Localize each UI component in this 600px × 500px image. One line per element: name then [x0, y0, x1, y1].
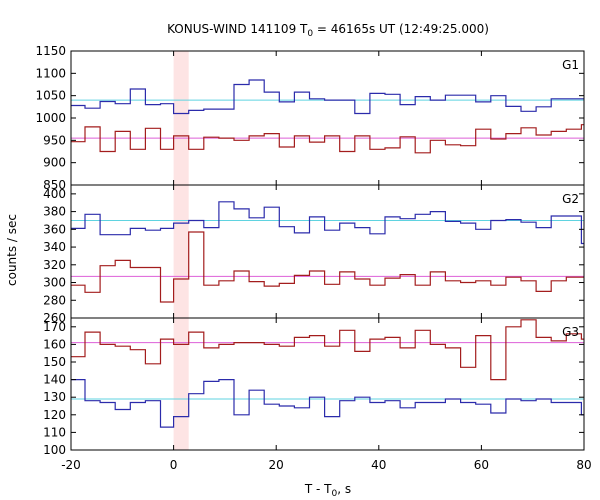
x-tick-label: 80: [576, 458, 591, 472]
y-tick-label: 300: [43, 276, 66, 290]
series-line-g3-0: [71, 319, 584, 381]
x-tick-label: 20: [269, 458, 284, 472]
x-tick-label: 0: [170, 458, 178, 472]
panel-frame-g1: [70, 50, 585, 186]
y-tick-label: 280: [43, 293, 66, 307]
x-tick-label: -20: [61, 458, 81, 472]
y-tick-label: 260: [43, 311, 66, 325]
panel-frame-g3: [70, 317, 585, 451]
y-tick-label: 320: [43, 258, 66, 272]
y-axis-label: counts / sec: [5, 214, 19, 286]
chart-title: KONUS-WIND 141109 T0 = 46165s UT (12:49:…: [167, 22, 489, 39]
x-tick-label: 60: [474, 458, 489, 472]
panel-label-g2: G2: [562, 192, 579, 206]
panel-frame-g2: [70, 184, 585, 319]
y-tick-label: 1000: [35, 111, 66, 125]
y-tick-label: 120: [43, 408, 66, 422]
y-tick-label: 360: [43, 222, 66, 236]
x-axis-label: T - T0, s: [304, 482, 351, 499]
plot-area: 1150110010501000950900850G14003803603403…: [35, 44, 591, 472]
x-tick-label: 40: [371, 458, 386, 472]
y-tick-label: 950: [43, 133, 66, 147]
y-tick-label: 110: [43, 425, 66, 439]
y-tick-label: 1050: [35, 89, 66, 103]
y-tick-label: 130: [43, 390, 66, 404]
y-tick-label: 100: [43, 443, 66, 457]
y-tick-label: 900: [43, 156, 66, 170]
y-tick-label: 1150: [35, 44, 66, 58]
y-tick-label: 1100: [35, 66, 66, 80]
y-tick-label: 170: [43, 320, 66, 334]
y-tick-label: 150: [43, 355, 66, 369]
y-tick-label: 400: [43, 187, 66, 201]
series-line-g2-0: [71, 201, 584, 245]
y-tick-label: 380: [43, 205, 66, 219]
panel-label-g3: G3: [562, 325, 579, 339]
y-tick-label: 340: [43, 240, 66, 254]
y-tick-label: 850: [43, 178, 66, 192]
series-line-g2-1: [71, 231, 584, 303]
series-line-g1-1: [71, 124, 584, 154]
highlight-band: [173, 51, 189, 450]
y-tick-label: 160: [43, 337, 66, 351]
y-tick-label: 140: [43, 373, 66, 387]
panel-label-g1: G1: [562, 58, 579, 72]
series-line-g1-0: [71, 79, 584, 115]
series-line-g3-1: [71, 379, 584, 428]
